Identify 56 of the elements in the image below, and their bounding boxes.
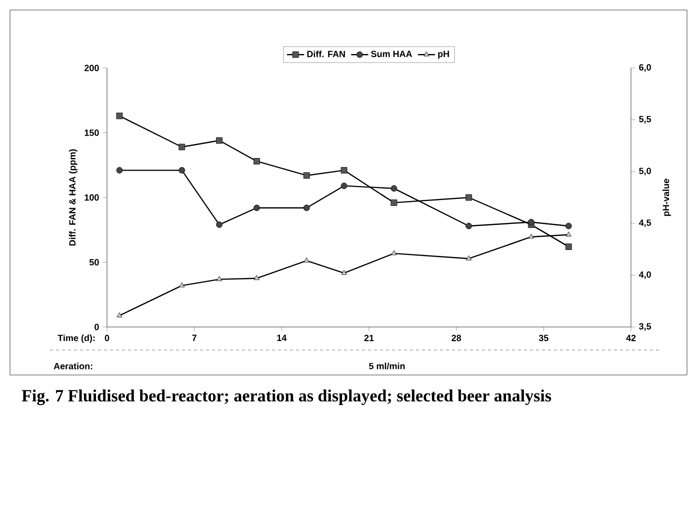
point: [254, 158, 260, 164]
point: [116, 112, 123, 120]
x-tick-label: 42: [626, 334, 636, 342]
x-tick-label: 14: [277, 334, 287, 341]
y-tick-label: 200: [84, 64, 99, 72]
legend-label: pH: [438, 50, 449, 59]
point: [216, 137, 222, 144]
y-axis-title: Diff. FAN & HAA (ppm): [68, 149, 78, 246]
point: [565, 222, 572, 230]
x-axis-title: Time (d):: [58, 334, 95, 343]
x-tick-label: 28: [452, 334, 462, 342]
y-tick-label: 50: [89, 259, 99, 266]
point: [340, 182, 348, 190]
y2-tick-label: 4,5: [638, 220, 652, 228]
point: [178, 144, 186, 150]
point: [303, 172, 310, 179]
point: [178, 167, 186, 174]
point: [390, 185, 398, 192]
point: [528, 218, 534, 226]
point: [566, 232, 572, 236]
y-tick-label: 100: [84, 194, 99, 201]
x-tick-label: 0: [104, 334, 110, 342]
text: 5 ml/min: [369, 362, 405, 370]
x-tick-label: 7: [192, 334, 196, 341]
y2-axis-title: pH-value: [662, 178, 671, 216]
point: [528, 234, 534, 239]
point: [466, 222, 472, 230]
point: [304, 257, 310, 262]
point: [254, 275, 260, 280]
point: [466, 255, 472, 260]
x-tick-label: 35: [538, 334, 548, 342]
point: [216, 276, 222, 282]
point: [565, 244, 572, 250]
legend-label: Diff. FAN: [307, 50, 345, 58]
point: [340, 167, 348, 174]
point: [303, 204, 310, 212]
text: Aeration:: [54, 362, 92, 370]
caption: Fig. 7 Fluidised bed-reactor; aeration as displayed; selected beer analysis: [22, 390, 552, 406]
point: [116, 167, 123, 174]
y2-tick-label: 5,0: [639, 168, 651, 176]
legend-label: Sum HAA: [371, 50, 412, 58]
point: [116, 312, 122, 318]
y-tick-label: 0: [94, 324, 99, 330]
point: [216, 221, 222, 228]
y2-tick-label: 6,0: [639, 64, 651, 72]
y2-tick-label: 4,0: [638, 271, 651, 280]
point: [391, 250, 397, 256]
x-tick-label: 21: [364, 334, 374, 342]
point: [341, 270, 347, 275]
point: [390, 199, 398, 206]
y2-tick-label: 5,5: [639, 116, 652, 124]
point: [254, 204, 260, 212]
point: [179, 282, 185, 288]
y2-tick-label: 3,5: [638, 323, 652, 331]
point: [466, 194, 472, 201]
y-tick-label: 150: [84, 130, 99, 136]
